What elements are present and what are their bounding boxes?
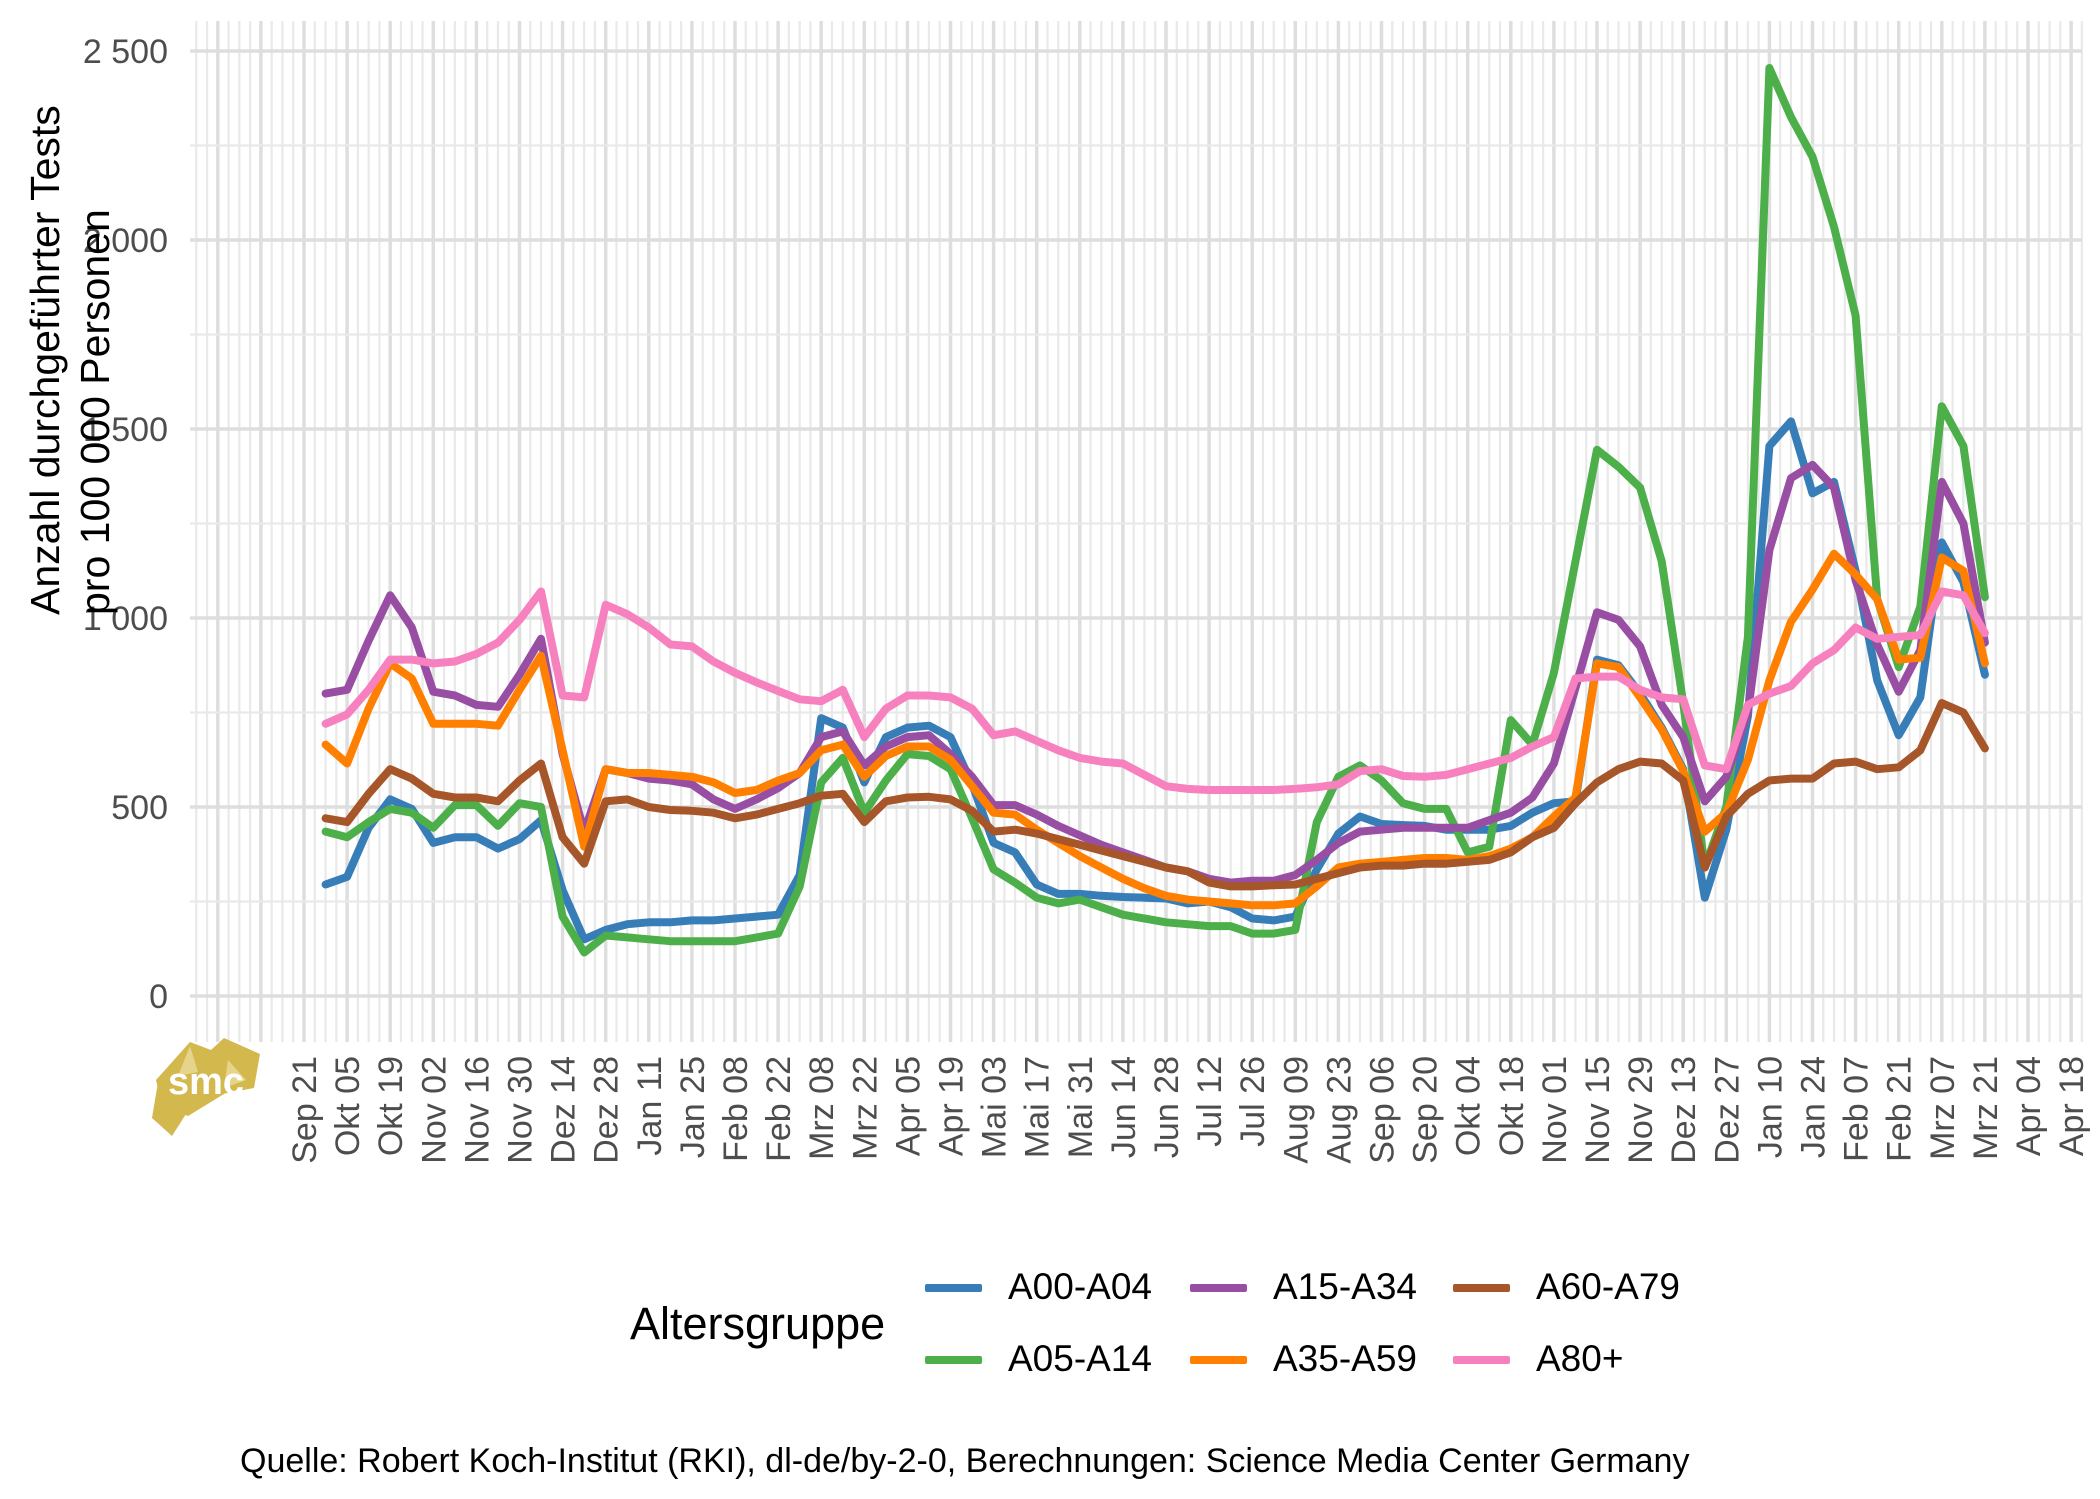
y-tick-label: 2 500 (83, 33, 168, 71)
x-tick-label: Dez 28 (588, 1056, 626, 1164)
x-tick-label: Mrz 07 (1924, 1056, 1962, 1160)
smc-watermark-text: smc (168, 1061, 244, 1103)
x-tick-label: Jan 11 (631, 1056, 669, 1156)
x-tick-label: Apr 18 (2053, 1056, 2091, 1156)
legend-label-a35-a59: A35-A59 (1273, 1338, 1417, 1379)
y-tick-label: 2 000 (83, 222, 168, 260)
series-A00-A04 (321, 417, 1989, 944)
x-tick-label: Aug 23 (1320, 1056, 1358, 1164)
series-A35-A59 (321, 549, 1989, 910)
x-tick-label: Mrz 08 (803, 1056, 841, 1160)
series-A60-A79 (321, 699, 1989, 891)
legend-swatch-a80plus (1453, 1356, 1510, 1364)
x-tick-label: Sep 20 (1407, 1056, 1445, 1164)
x-tick-label: Apr 04 (2010, 1056, 2048, 1156)
smc-watermark-logo: smc (152, 1038, 260, 1136)
legend-swatch-a05-a14 (925, 1356, 982, 1364)
legend-label-a80plus: A80+ (1536, 1338, 1624, 1379)
x-tick-label: Mai 31 (1062, 1056, 1100, 1158)
y-tick-label: 1 000 (83, 600, 168, 638)
x-tick-label: Dez 14 (545, 1056, 583, 1164)
legend-swatch-a60-a79 (1453, 1284, 1510, 1292)
x-tick-label: Feb 08 (717, 1056, 755, 1162)
legend-title: Altersgruppe (630, 1298, 886, 1349)
source-attribution: Quelle: Robert Koch-Institut (RKI), dl-d… (240, 1442, 1690, 1480)
x-tick-label: Dez 13 (1665, 1056, 1703, 1164)
legend-swatch-a00-a04 (925, 1284, 982, 1292)
x-tick-label: Feb 22 (760, 1056, 798, 1162)
x-tick-label: Jan 10 (1751, 1056, 1789, 1158)
x-tick-label: Jul 12 (1191, 1056, 1229, 1147)
legend-swatch-a15-a34 (1190, 1284, 1247, 1292)
x-tick-label: Feb 21 (1881, 1056, 1919, 1162)
y-tick-label: 500 (111, 789, 168, 827)
x-tick-label: Jan 24 (1795, 1056, 1833, 1158)
series-A80+ (321, 587, 1989, 794)
x-tick-label: Jun 14 (1105, 1056, 1143, 1158)
x-tick-label: Nov 01 (1536, 1056, 1574, 1164)
x-tick-label: Mrz 22 (846, 1056, 884, 1160)
legend-label-a00-a04: A00-A04 (1008, 1266, 1152, 1307)
legend-label-a15-a34: A15-A34 (1273, 1266, 1417, 1307)
x-tick-label: Nov 29 (1622, 1056, 1660, 1164)
x-tick-label: Apr 19 (933, 1056, 971, 1156)
x-tick-label: Okt 04 (1450, 1056, 1488, 1156)
x-tick-label: Okt 19 (372, 1056, 410, 1156)
x-tick-label: Mai 17 (1019, 1056, 1057, 1158)
x-tick-label: Mai 03 (976, 1056, 1014, 1158)
legend-label-a05-a14: A05-A14 (1008, 1338, 1152, 1379)
x-tick-label: Apr 05 (889, 1056, 927, 1156)
legend-label-a60-a79: A60-A79 (1536, 1266, 1680, 1307)
x-tick-label: Aug 09 (1277, 1056, 1315, 1164)
x-tick-label: Sep 21 (286, 1056, 324, 1164)
x-tick-label: Mrz 21 (1967, 1056, 2005, 1160)
x-tick-label: Nov 30 (502, 1056, 540, 1164)
y-tick-label: 0 (149, 978, 168, 1016)
x-tick-label: Jul 26 (1234, 1056, 1272, 1147)
x-tick-label: Okt 05 (329, 1056, 367, 1156)
x-tick-label: Dez 27 (1708, 1056, 1746, 1164)
x-tick-label: Okt 18 (1493, 1056, 1531, 1156)
x-tick-label: Nov 16 (458, 1056, 496, 1164)
x-tick-label: Feb 07 (1838, 1056, 1876, 1162)
legend-swatch-a35-a59 (1190, 1356, 1247, 1364)
x-tick-label: Nov 02 (415, 1056, 453, 1164)
x-tick-label: Jan 25 (674, 1056, 712, 1158)
y-tick-label: 1 500 (83, 411, 168, 449)
x-tick-label: Jun 28 (1148, 1056, 1186, 1158)
x-tick-label: Nov 15 (1579, 1056, 1617, 1164)
x-tick-label: Sep 06 (1364, 1056, 1402, 1164)
